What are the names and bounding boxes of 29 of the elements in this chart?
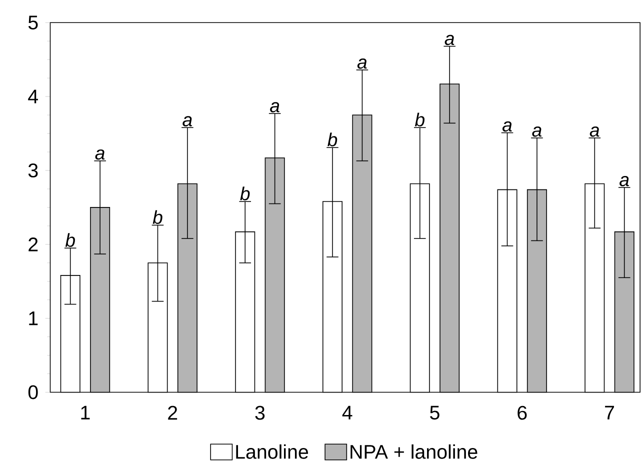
x-tick-label: 1	[81, 406, 90, 420]
x-tick-label: 3	[255, 406, 265, 420]
annotation: a	[182, 116, 192, 126]
x-tick-label: 7	[605, 406, 614, 420]
annotation: a	[444, 34, 454, 46]
y-tick-label: 4	[28, 90, 38, 104]
legend-label: NPA + lanoline	[350, 444, 478, 459]
annotation: a	[95, 150, 105, 160]
annotation: b	[65, 233, 75, 247]
x-tick-label: 6	[518, 406, 527, 420]
annotation: b	[152, 210, 162, 224]
y-tick-label: 2	[28, 238, 38, 252]
x-tick-label: 2	[168, 406, 178, 420]
annotation: a	[502, 121, 512, 132]
legend-label: Lanoline	[236, 444, 308, 459]
annotation: b	[328, 132, 338, 146]
annotation: a	[357, 58, 367, 69]
y-tick-label: 1	[29, 312, 38, 326]
y-tick-label: 5	[28, 16, 38, 30]
y-tick-label: 3	[28, 164, 38, 178]
annotation: b	[240, 186, 250, 200]
annotation: b	[414, 112, 424, 126]
x-tick-label: 5	[430, 406, 440, 420]
y-tick-label: 0	[28, 385, 38, 400]
annotation: a	[620, 176, 629, 186]
x-tick-label: 4	[342, 406, 352, 420]
annotation: a	[590, 126, 600, 137]
annotation: a	[270, 102, 280, 112]
annotation: a	[532, 126, 542, 137]
